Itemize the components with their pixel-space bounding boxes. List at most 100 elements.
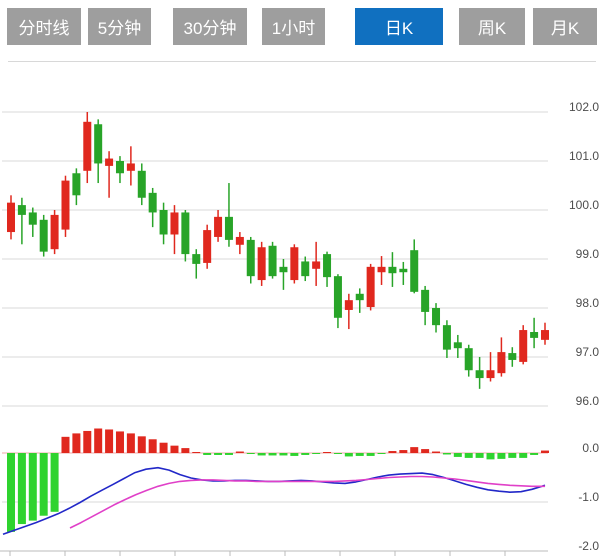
macd-hist-bar [410,447,419,453]
candle-body [7,202,15,233]
macd-hist-bar [421,449,430,453]
macd-hist-bar [17,453,26,525]
macd-hist-bar [475,453,484,458]
macd-hist-bar [486,453,495,460]
macd-hist-bar [214,453,223,455]
macd-hist-bar [7,453,15,532]
tab-label: 周K [477,19,507,38]
candle-body [224,216,233,240]
tab-label: 分时线 [18,19,70,38]
macd-hist-bar [519,453,528,458]
macd-hist-bar [442,453,451,455]
macd-hist-bar [203,453,212,455]
tab-label: 日K [384,19,414,38]
macd-hist-bar [115,431,124,453]
tab-label: 月K [550,19,580,38]
macd-hist-bar [464,453,473,458]
macd-hist-bar [257,453,266,456]
candle-body [137,170,146,198]
tabs-divider [8,61,596,62]
tab-min-5[interactable]: 5分钟 [88,8,151,45]
tab-week-k[interactable]: 周K [459,8,525,45]
candle-body [312,261,321,269]
macd-hist-bar [94,428,103,453]
candle-body [530,332,539,338]
tab-label: 30分钟 [183,19,237,38]
price-tick-label: 99.0 [576,247,600,261]
macd-hist-bar [181,448,190,453]
candle-body [83,121,92,171]
tab-min-30[interactable]: 30分钟 [173,8,247,45]
candle-body [442,325,451,350]
macd-hist-bar [388,451,397,453]
candle-body [508,353,517,360]
candle-body [170,212,179,235]
macd-hist-bar [28,453,37,521]
candle-body [181,212,190,255]
tab-day-k[interactable]: 日K [355,8,443,45]
macd-hist-bar [83,430,92,453]
macd-hist-bar [126,433,135,453]
price-tick-label: 97.0 [576,345,600,359]
macd-hist-bar [159,442,168,453]
candle-body [61,180,70,230]
macd-hist-bar [268,453,277,456]
candle-body [541,330,550,340]
candle-body [246,239,255,277]
price-tick-label: 96.0 [576,394,600,408]
candle-body [344,300,353,310]
macd-hist-bar [508,453,517,458]
macd-hist-bar [399,450,408,453]
macd-hist-bar [377,453,386,454]
tab-time-line[interactable]: 分时线 [7,8,81,45]
candle-body [432,308,441,326]
macd-hist-bar [246,453,255,454]
candle-body [290,247,299,281]
price-tick-label: 100.0 [569,198,599,212]
candle-body [50,214,59,250]
candle-body [399,268,408,273]
macd-hist-bar [290,453,299,456]
candle-body [235,236,244,245]
macd-hist-bar [497,453,506,459]
candle-body [388,266,397,274]
candle-body [39,219,48,252]
candle-body [453,342,462,349]
macd-hist-bar [137,436,146,453]
macd-hist-bar [105,429,114,453]
macd-hist-bar [432,451,441,453]
macd-hist-bar [541,450,550,453]
tab-hour-1[interactable]: 1小时 [262,8,325,45]
tab-month-k[interactable]: 月K [533,8,597,45]
price-tick-label: 98.0 [576,296,600,310]
macd-hist-bar [39,453,48,516]
candle-body [214,216,223,237]
macd-hist-bar [530,453,539,455]
macd-dea-line [69,475,545,529]
macd-hist-bar [344,453,353,457]
macd-hist-bar [148,439,157,453]
macd-tick-label: -1.0 [578,490,599,504]
candle-body [333,276,342,318]
candle-body [105,158,114,166]
candle-body [72,173,81,196]
macd-dif-line [2,466,546,536]
candle-body [366,266,375,308]
macd-hist-bar [453,453,462,457]
candle-body [301,261,310,277]
macd-hist-bar [312,453,321,454]
candle-body [519,330,528,362]
candle-body [377,266,386,273]
macd-hist-bar [61,436,70,453]
candle-body [192,254,201,264]
macd-hist-bar [355,453,364,456]
price-tick-label: 101.0 [569,149,599,163]
candle-body [497,352,506,374]
candle-body [410,250,419,292]
tab-label: 1小时 [271,19,316,38]
candle-body [421,289,430,312]
macd-hist-bar [224,453,233,455]
macd-hist-bar [323,452,332,453]
candle-body [279,266,288,273]
